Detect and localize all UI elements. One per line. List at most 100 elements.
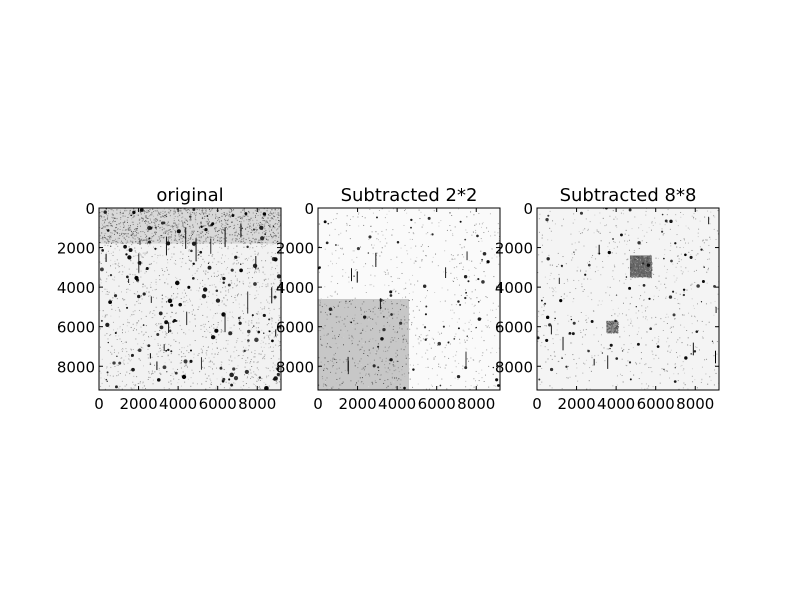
noise-pixel <box>138 320 140 322</box>
noise-pixel <box>488 327 490 329</box>
noise-pixel <box>111 209 113 211</box>
noise-pixel <box>338 234 340 236</box>
noise-pixel <box>247 233 249 235</box>
noise-pixel <box>102 237 104 239</box>
noise-pixel <box>136 214 138 216</box>
noise-pixel <box>277 340 279 342</box>
noise-pixel <box>220 274 222 276</box>
noise-pixel <box>173 239 175 241</box>
noise-pixel <box>397 311 399 313</box>
noise-pixel <box>398 378 400 380</box>
noise-pixel <box>104 219 106 221</box>
noise-pixel <box>338 321 340 323</box>
noise-pixel <box>157 344 159 346</box>
noise-pixel <box>172 368 174 370</box>
noise-pixel <box>238 328 240 330</box>
star-mark <box>442 325 445 328</box>
noise-pixel <box>213 258 215 260</box>
noise-pixel <box>633 249 635 251</box>
noise-pixel <box>154 232 156 234</box>
noise-pixel <box>134 274 136 276</box>
star-mark <box>222 377 226 381</box>
noise-pixel <box>335 382 337 384</box>
noise-pixel <box>580 311 582 313</box>
star-mark <box>263 332 265 334</box>
noise-pixel <box>155 283 157 285</box>
noise-pixel <box>649 261 651 263</box>
noise-pixel <box>633 255 635 257</box>
noise-pixel <box>155 306 157 308</box>
noise-pixel <box>486 263 488 265</box>
noise-pixel <box>219 241 221 243</box>
noise-pixel <box>643 272 645 274</box>
noise-pixel <box>104 314 106 316</box>
noise-pixel <box>110 334 112 336</box>
noise-pixel <box>381 247 383 249</box>
noise-pixel <box>684 372 686 374</box>
noise-pixel <box>189 220 191 222</box>
noise-pixel <box>136 376 138 378</box>
star-mark <box>165 301 168 303</box>
noise-pixel <box>630 262 632 264</box>
noise-pixel <box>451 304 453 306</box>
noise-pixel <box>325 367 327 369</box>
noise-pixel <box>475 229 477 231</box>
noise-pixel <box>122 343 124 345</box>
noise-pixel <box>161 268 163 270</box>
noise-pixel <box>638 264 640 266</box>
noise-pixel <box>339 384 341 386</box>
noise-pixel <box>117 229 119 231</box>
noise-pixel <box>585 329 587 331</box>
noise-pixel <box>229 288 231 290</box>
noise-pixel <box>161 242 163 244</box>
noise-pixel <box>607 321 609 323</box>
noise-pixel <box>137 299 139 301</box>
noise-pixel <box>218 218 220 220</box>
noise-pixel <box>129 209 131 211</box>
noise-pixel <box>227 319 229 321</box>
noise-pixel <box>617 330 619 332</box>
noise-pixel <box>372 318 374 320</box>
noise-pixel <box>675 366 677 368</box>
noise-pixel <box>202 242 204 244</box>
star-mark <box>467 280 470 283</box>
noise-pixel <box>117 242 119 244</box>
noise-pixel <box>247 322 249 324</box>
noise-pixel <box>686 289 688 291</box>
noise-pixel <box>213 237 215 239</box>
noise-pixel <box>389 363 391 365</box>
noise-pixel <box>248 320 250 322</box>
star-mark <box>103 210 107 214</box>
noise-pixel <box>370 327 372 329</box>
noise-pixel <box>166 332 168 334</box>
noise-pixel <box>252 217 254 219</box>
noise-pixel <box>236 280 238 282</box>
noise-pixel <box>257 293 259 295</box>
noise-pixel <box>705 239 707 241</box>
noise-pixel <box>647 261 649 263</box>
star-mark <box>377 345 380 348</box>
noise-pixel <box>124 341 126 343</box>
noise-pixel <box>235 342 237 344</box>
star-mark <box>389 294 393 297</box>
noise-pixel <box>359 377 361 379</box>
noise-pixel <box>680 216 682 218</box>
noise-pixel <box>648 275 650 277</box>
noise-pixel <box>709 236 711 238</box>
noise-pixel <box>216 326 218 328</box>
noise-pixel <box>136 324 138 326</box>
noise-pixel <box>268 308 270 310</box>
noise-pixel <box>639 362 641 364</box>
noise-pixel <box>236 284 238 286</box>
noise-pixel <box>151 356 153 358</box>
noise-pixel <box>198 213 200 215</box>
star-mark <box>156 378 161 382</box>
noise-pixel <box>343 344 345 346</box>
noise-pixel <box>174 216 176 218</box>
noise-pixel <box>216 347 218 349</box>
noise-pixel <box>415 245 417 247</box>
noise-pixel <box>164 232 166 234</box>
noise-pixel <box>408 319 410 321</box>
noise-pixel <box>676 277 678 279</box>
noise-pixel <box>149 284 151 286</box>
